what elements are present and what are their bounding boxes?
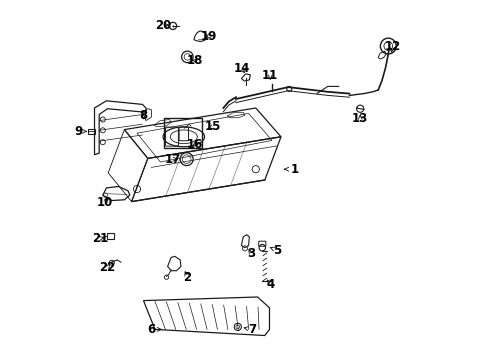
- Text: 5: 5: [270, 244, 282, 257]
- Text: 11: 11: [262, 69, 278, 82]
- Text: 1: 1: [285, 163, 299, 176]
- Text: 19: 19: [201, 30, 217, 42]
- Text: 22: 22: [99, 261, 116, 274]
- Text: 13: 13: [352, 112, 368, 125]
- Text: 9: 9: [74, 125, 86, 138]
- Text: 20: 20: [155, 19, 171, 32]
- Text: 17: 17: [165, 153, 181, 166]
- Text: 6: 6: [147, 323, 161, 336]
- Text: 12: 12: [385, 40, 401, 53]
- Text: 3: 3: [247, 247, 256, 260]
- Text: 7: 7: [244, 323, 256, 336]
- Text: 2: 2: [183, 271, 192, 284]
- Text: 16: 16: [187, 138, 203, 150]
- Text: 15: 15: [204, 120, 221, 133]
- Text: 14: 14: [233, 62, 249, 75]
- Text: 21: 21: [92, 232, 108, 245]
- Text: 18: 18: [187, 54, 203, 67]
- Text: 4: 4: [267, 278, 275, 291]
- Text: 8: 8: [139, 109, 147, 122]
- Text: 10: 10: [97, 196, 113, 209]
